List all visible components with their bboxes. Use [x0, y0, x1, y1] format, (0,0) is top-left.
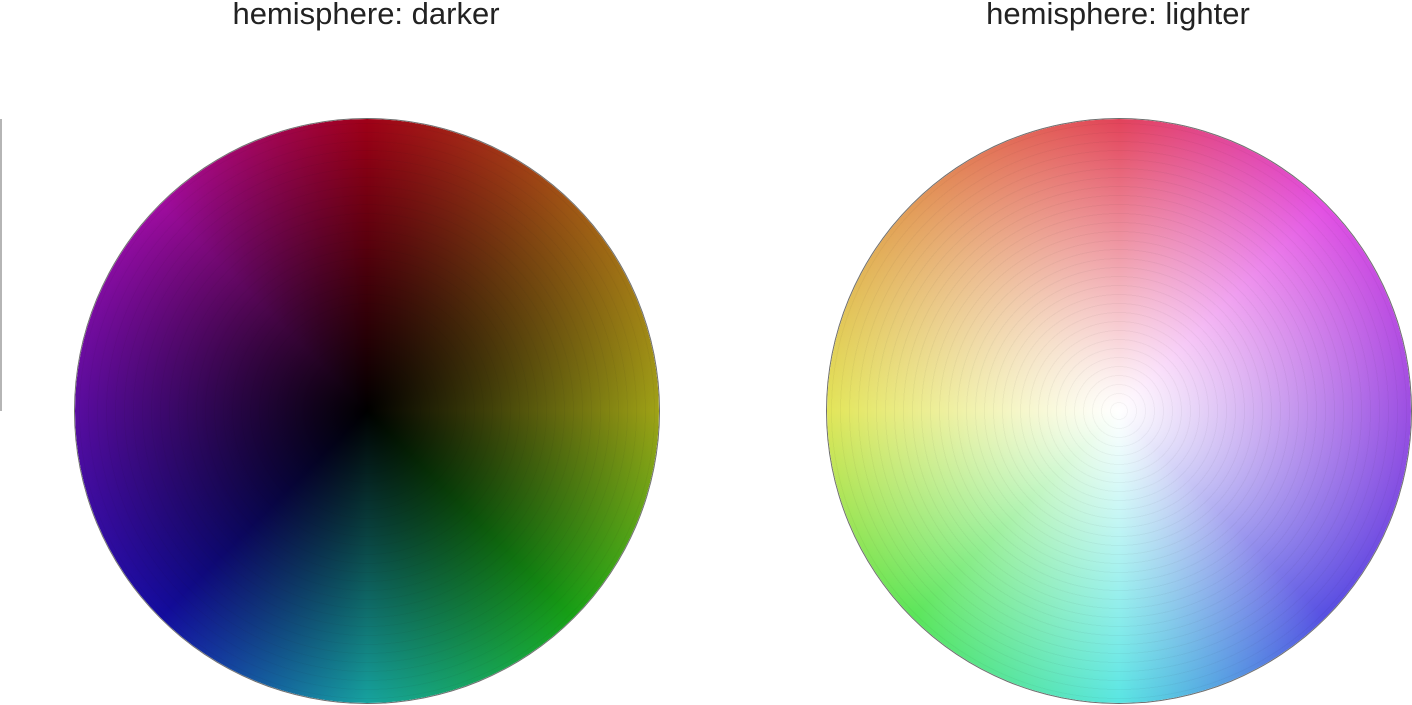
panel-title-lighter: hemisphere: lighter: [986, 0, 1250, 31]
color-wheel-darker: [75, 119, 659, 703]
ring-texture-darker: [75, 119, 659, 703]
center-shade-darker: [75, 119, 659, 703]
color-wheel-lighter: [827, 119, 1411, 703]
panel-title-darker: hemisphere: darker: [232, 0, 500, 31]
left-edge-divider: [0, 119, 2, 411]
center-shade-lighter: [827, 119, 1411, 703]
ring-texture-lighter: [827, 119, 1411, 703]
